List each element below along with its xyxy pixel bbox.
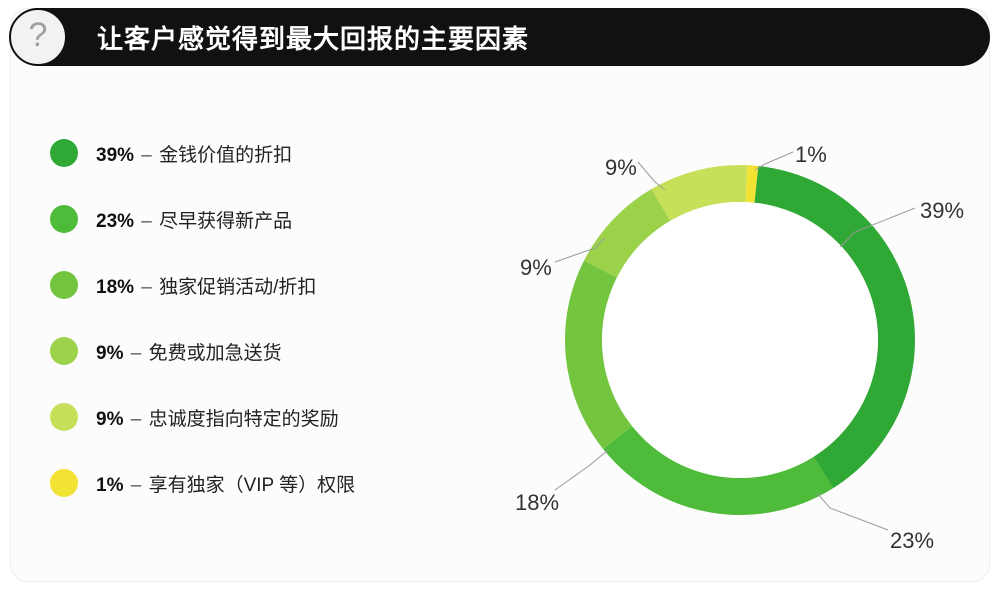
legend-swatch xyxy=(50,271,78,299)
legend-label: 1% – 享有独家（VIP 等）权限 xyxy=(96,470,355,497)
legend-pct: 9% xyxy=(96,343,123,364)
legend-swatch xyxy=(50,139,78,167)
pointer-line xyxy=(817,493,888,530)
legend-row: 18% – 独家促销活动/折扣 xyxy=(50,252,470,318)
header-bar: ? 让客户感觉得到最大回报的主要因素 xyxy=(10,8,990,66)
legend-name: 尽早获得新产品 xyxy=(159,211,292,232)
legend-label: 18% – 独家促销活动/折扣 xyxy=(96,272,316,299)
legend: 39% – 金钱价值的折扣 23% – 尽早获得新产品 18% – 独家促销活动/折… xyxy=(50,120,470,516)
legend-separator: – xyxy=(125,343,146,364)
legend-label: 39% – 金钱价值的折扣 xyxy=(96,140,292,167)
legend-separator: – xyxy=(136,277,157,298)
question-icon: ? xyxy=(9,8,67,66)
donut-svg xyxy=(510,90,970,560)
legend-row: 23% – 尽早获得新产品 xyxy=(50,186,470,252)
donut-inner xyxy=(602,202,878,478)
legend-name: 免费或加急送货 xyxy=(149,343,282,364)
legend-row: 9% – 忠诚度指向特定的奖励 xyxy=(50,384,470,450)
slice-label: 23% xyxy=(890,528,934,554)
legend-name: 忠诚度指向特定的奖励 xyxy=(149,409,339,430)
pointer-line xyxy=(555,450,608,490)
donut-chart: 39% 23% 18% 9% 9% 1% xyxy=(510,90,970,560)
legend-swatch xyxy=(50,403,78,431)
legend-pct: 23% xyxy=(96,211,134,232)
legend-row: 9% – 免费或加急送货 xyxy=(50,318,470,384)
legend-separator: – xyxy=(136,145,157,166)
legend-name: 享有独家（VIP 等）权限 xyxy=(149,475,356,496)
slice-label: 9% xyxy=(605,155,637,181)
legend-name: 金钱价值的折扣 xyxy=(159,145,292,166)
legend-pct: 1% xyxy=(96,475,123,496)
legend-swatch xyxy=(50,205,78,233)
legend-label: 23% – 尽早获得新产品 xyxy=(96,206,292,233)
slice-label: 9% xyxy=(520,255,552,281)
legend-name: 独家促销活动/折扣 xyxy=(159,277,316,298)
legend-separator: – xyxy=(125,409,146,430)
legend-separator: – xyxy=(136,211,157,232)
page-title: 让客户感觉得到最大回报的主要因素 xyxy=(97,19,529,56)
legend-pct: 39% xyxy=(96,145,134,166)
legend-swatch xyxy=(50,469,78,497)
legend-pct: 9% xyxy=(96,409,123,430)
slice-label: 18% xyxy=(515,490,559,516)
slice-label: 39% xyxy=(920,198,964,224)
legend-swatch xyxy=(50,337,78,365)
legend-label: 9% – 免费或加急送货 xyxy=(96,338,282,365)
question-mark-glyph: ? xyxy=(29,18,48,52)
legend-row: 1% – 享有独家（VIP 等）权限 xyxy=(50,450,470,516)
legend-row: 39% – 金钱价值的折扣 xyxy=(50,120,470,186)
slice-label: 1% xyxy=(795,142,827,168)
legend-separator: – xyxy=(125,475,146,496)
legend-pct: 18% xyxy=(96,277,134,298)
legend-label: 9% – 忠诚度指向特定的奖励 xyxy=(96,404,339,431)
